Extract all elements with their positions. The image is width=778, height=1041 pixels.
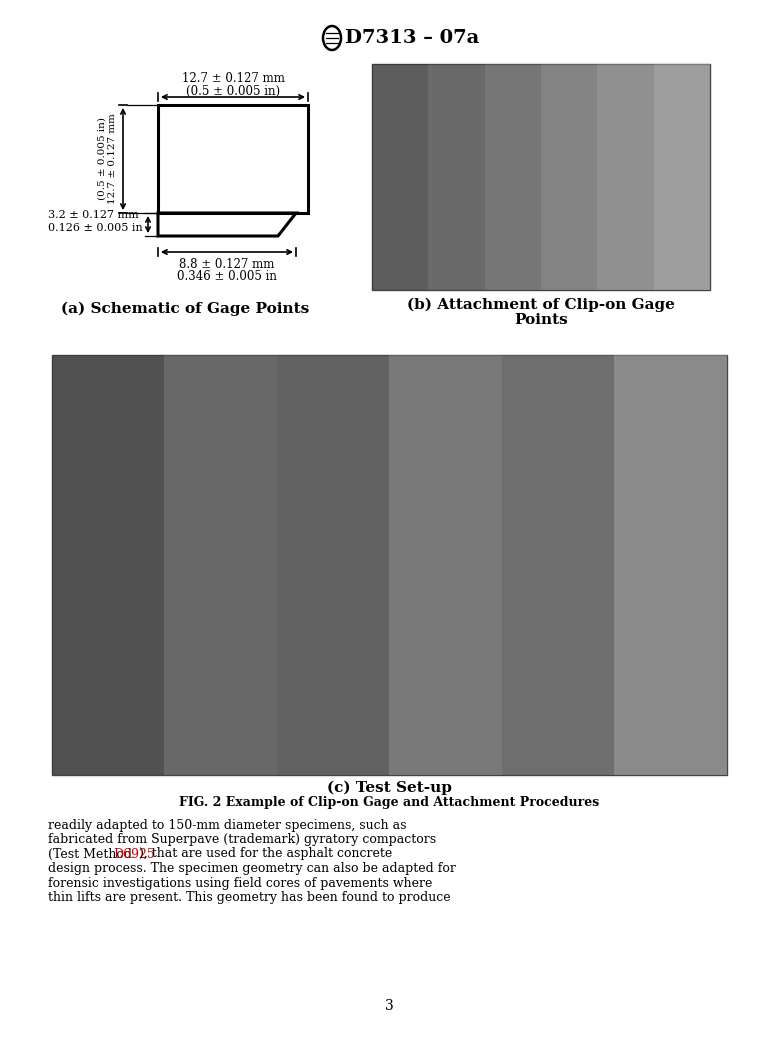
Bar bbox=[390, 355, 502, 775]
Bar bbox=[372, 64, 429, 290]
Text: (b) Attachment of Clip-on Gage: (b) Attachment of Clip-on Gage bbox=[407, 298, 675, 312]
Text: 3.2 ± 0.127 mm: 3.2 ± 0.127 mm bbox=[48, 210, 138, 220]
Bar bbox=[485, 64, 541, 290]
Text: 0.346 ± 0.005 in: 0.346 ± 0.005 in bbox=[177, 271, 277, 283]
Text: readily adapted to 150-mm diameter specimens, such as: readily adapted to 150-mm diameter speci… bbox=[48, 818, 406, 832]
Text: ), that are used for the asphalt concrete: ), that are used for the asphalt concret… bbox=[139, 847, 392, 861]
Bar bbox=[52, 355, 164, 775]
Text: (c) Test Set-up: (c) Test Set-up bbox=[327, 781, 451, 795]
Bar bbox=[429, 64, 485, 290]
Text: 12.7 ± 0.127 mm: 12.7 ± 0.127 mm bbox=[108, 113, 117, 204]
Text: (0.5 ± 0.005 in): (0.5 ± 0.005 in) bbox=[97, 118, 107, 201]
Text: 8.8 ± 0.127 mm: 8.8 ± 0.127 mm bbox=[179, 257, 275, 271]
Bar bbox=[598, 64, 654, 290]
Text: forensic investigations using field cores of pavements where: forensic investigations using field core… bbox=[48, 877, 433, 889]
Text: fabricated from Superpave (trademark) gyratory compactors: fabricated from Superpave (trademark) gy… bbox=[48, 833, 436, 846]
Text: Points: Points bbox=[514, 313, 568, 327]
Bar bbox=[541, 64, 598, 290]
Text: 12.7 ± 0.127 mm: 12.7 ± 0.127 mm bbox=[181, 73, 285, 85]
Bar bbox=[158, 105, 308, 213]
Bar bbox=[277, 355, 390, 775]
Text: (a) Schematic of Gage Points: (a) Schematic of Gage Points bbox=[61, 302, 309, 316]
Text: design process. The specimen geometry can also be adapted for: design process. The specimen geometry ca… bbox=[48, 862, 456, 875]
Text: (Test Method: (Test Method bbox=[48, 847, 136, 861]
Bar bbox=[502, 355, 615, 775]
Text: thin lifts are present. This geometry has been found to produce: thin lifts are present. This geometry ha… bbox=[48, 891, 450, 904]
Text: D7313 – 07a: D7313 – 07a bbox=[345, 29, 479, 47]
Bar bbox=[654, 64, 710, 290]
Text: (0.5 ± 0.005 in): (0.5 ± 0.005 in) bbox=[186, 84, 280, 98]
Bar bbox=[164, 355, 277, 775]
Text: 0.126 ± 0.005 in: 0.126 ± 0.005 in bbox=[48, 223, 142, 233]
Bar bbox=[52, 355, 727, 775]
Bar bbox=[615, 355, 727, 775]
Text: D6925: D6925 bbox=[114, 847, 156, 861]
Text: 3: 3 bbox=[384, 999, 394, 1013]
Text: FIG. 2 Example of Clip-on Gage and Attachment Procedures: FIG. 2 Example of Clip-on Gage and Attac… bbox=[179, 796, 599, 809]
Bar bbox=[372, 64, 710, 290]
